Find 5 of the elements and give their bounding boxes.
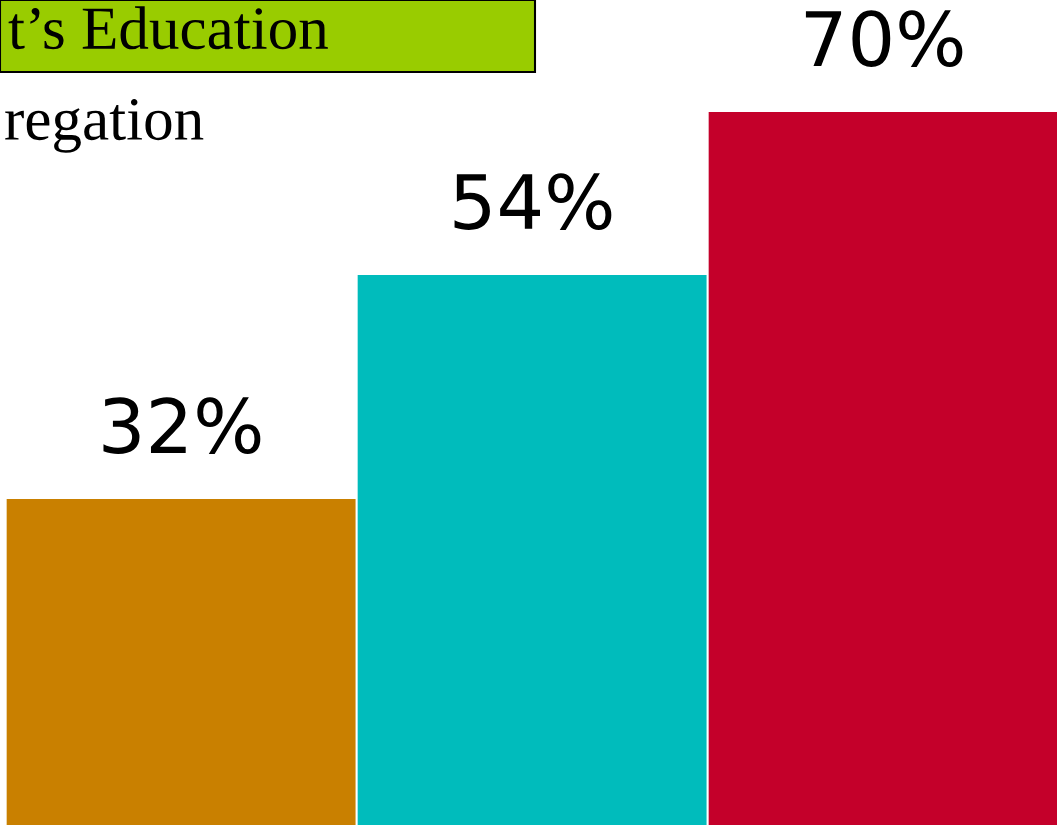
chart-title: t’s Education [8,6,328,50]
data-label: 32% [103,397,261,454]
data-label: 70% [805,10,963,67]
text: regation [5,99,204,153]
data-label: 54% [454,173,612,230]
